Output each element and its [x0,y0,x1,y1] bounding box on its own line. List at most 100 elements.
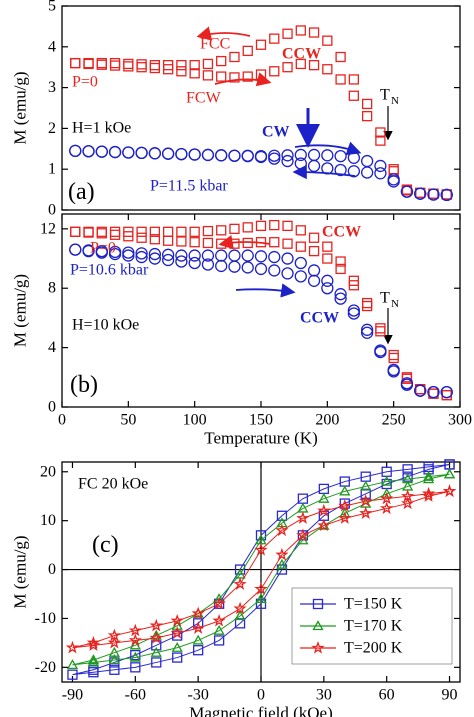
y-axis-label: M (emu/g) [11,535,30,608]
point [335,51,346,63]
point [135,247,148,260]
point [83,58,94,70]
point [255,69,267,80]
point [388,352,399,364]
point [321,282,334,295]
point [276,510,288,521]
point [282,28,293,39]
point [400,378,414,391]
x-tick-label: 90 [442,687,458,704]
x-tick-label: 150 [249,412,273,429]
x-tick-label: 0 [257,687,265,704]
point [268,264,281,277]
point [255,39,267,50]
point [215,259,228,273]
annotation: (b) [70,372,98,398]
annotation: H=1 kOe [72,120,131,137]
point [188,256,201,270]
annotation: P=0 [90,240,116,257]
y-tick-label: -20 [35,659,56,676]
series-line [72,490,450,649]
point [175,249,188,262]
point [242,222,253,233]
point [96,59,107,70]
annotation: FCC [200,36,230,53]
point [440,188,453,202]
y-tick-label: 10 [40,512,56,529]
point [317,503,331,517]
annotation: CW [262,124,290,141]
point [149,226,161,237]
point [136,226,147,237]
point [215,149,228,162]
point [295,25,306,36]
point [269,237,280,248]
point [201,258,215,271]
point [189,226,200,237]
point [148,247,162,261]
arrows [196,26,393,345]
point [172,652,183,663]
point [295,225,306,236]
point [338,499,352,512]
point [123,61,134,72]
point [67,669,78,680]
point [347,151,361,164]
point [233,577,247,590]
point [359,506,373,520]
point [87,654,100,665]
y-tick-label: 20 [40,463,56,480]
point [318,492,330,503]
point [380,501,394,515]
y-tick-label: 3 [48,79,56,96]
point [109,664,120,675]
point [348,90,360,101]
point [269,219,280,231]
point [161,248,175,261]
legend-label: T=200 K [344,640,403,657]
point [360,154,374,168]
y-tick-label: 4 [48,339,56,356]
point [175,255,188,268]
point [191,621,205,634]
point [86,638,101,652]
point [381,475,393,486]
point [294,148,307,162]
point [149,60,161,71]
point [162,226,174,237]
point [150,629,162,640]
point [108,247,122,261]
y-tick-label: 0 [48,399,56,416]
point [151,640,162,651]
point [339,485,351,496]
point [242,45,253,57]
point [129,639,141,650]
point [216,55,227,67]
annotation: T [380,290,390,307]
point [322,241,333,252]
point [234,618,246,629]
point [149,62,161,74]
point [421,489,436,502]
annotation: P=10.6 kbar [70,262,149,279]
annotation: (c) [92,532,119,558]
point [229,238,240,249]
point [308,60,320,71]
point [361,300,373,312]
point [421,486,436,500]
point [128,623,142,637]
point [281,267,294,280]
point [255,237,267,248]
point [149,630,163,644]
annotation: CCW [282,46,321,63]
point [375,326,386,337]
point [443,468,456,479]
point [162,64,174,75]
annotation: P=0 [72,74,98,91]
y-tick-label: -10 [35,610,56,627]
point [70,57,81,69]
point [86,635,101,649]
point [282,238,293,249]
point [347,165,361,178]
